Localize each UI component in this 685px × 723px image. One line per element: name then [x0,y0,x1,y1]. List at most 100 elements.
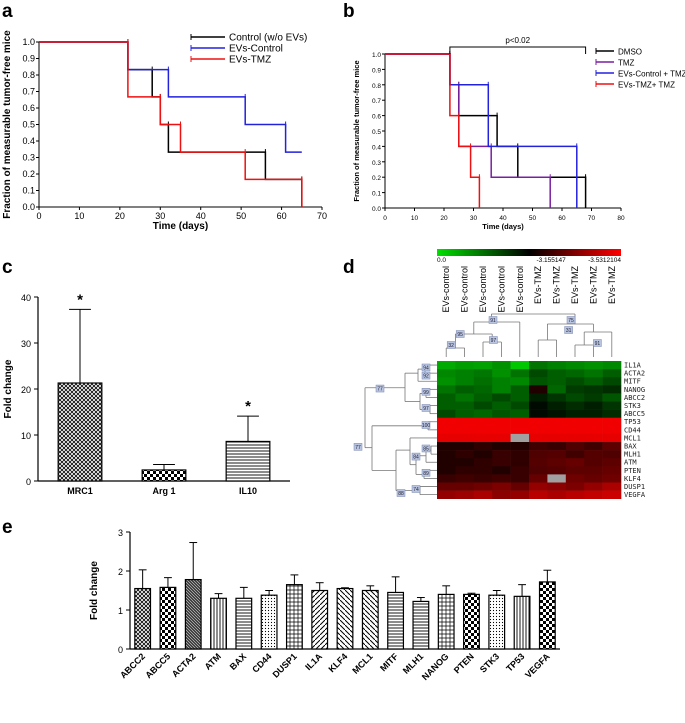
heatmap-cell [602,377,622,386]
category-label: MCL1 [350,651,374,675]
legend-label-3: EVs-TMZ+ TMZ [618,81,675,90]
bar-stk3 [488,594,506,650]
y-tick-label: 0.7 [372,98,381,105]
row-label: PTEN [624,467,641,475]
heatmap-cell [437,377,456,386]
heatmap-cell [584,490,603,499]
bar-arg-1 [141,469,187,482]
dendrogram-node [455,330,465,338]
dendrogram-node [421,421,431,429]
y-tick-label: 2 [118,567,123,577]
dendrogram-node-label: 99 [423,390,429,396]
y-axis-label: Fold change [3,359,14,418]
dendrogram-node-label: 100 [422,423,431,429]
heatmap-cell [547,377,567,386]
category-label: MRC1 [67,486,93,496]
heatmap-cell [510,482,530,491]
y-tick-label: 0 [26,477,31,487]
survival-chart-a: 0 10 20 30 40 50 60 70 0.0 0.1 0.2 0.3 0.4 0.5 0.6 0.7 0… [2,30,327,232]
column-label: EVs-TMZ [607,266,617,304]
heatmap-cell [510,442,530,451]
bar-mlh1 [412,600,430,650]
x-tick-label: 10 [74,211,84,221]
heatmap-cell [455,401,475,410]
heatmap-cell [437,450,456,459]
heatmap-cell [473,466,493,475]
heatmap-cell [547,425,567,435]
heatmap-cell [437,433,456,443]
heatmap-cell [437,425,456,435]
heatmap-cell [565,417,585,427]
heatmap-cell [584,385,603,394]
bar-vegfa [538,581,556,650]
heatmap-cell [437,409,456,418]
heatmap-cell [510,466,530,475]
heatmap-cell [510,401,530,410]
heatmap-cell [529,377,548,386]
heatmap-cell [455,442,475,451]
heatmap-cell [529,433,548,443]
heatmap-cell [602,433,622,443]
heatmap-cell [492,442,511,451]
legend-label-0: DMSO [618,48,642,57]
x-tick-label: 60 [558,215,566,222]
dendrogram-node-label: 94 [423,365,429,371]
heatmap-cell [565,369,585,378]
heatmap-cell [510,385,530,394]
row-label: ATM [624,459,637,467]
dendrogram-node [446,341,456,349]
panel-label-c: c [2,257,13,278]
y-tick-label: 0.1 [22,186,35,196]
heatmap-cell [510,417,530,427]
heatmap-cell [492,490,511,499]
heatmap-cell [492,474,511,483]
column-label: EVs-control [441,266,451,313]
category-label: ATM [203,651,223,671]
column-label: EVs-TMZ [552,266,562,304]
heatmap-cell [584,361,603,370]
heatmap-cell [529,361,548,370]
heatmap-cell [455,385,475,394]
heatmap-cell [565,458,585,467]
dendrogram-node [421,469,431,477]
bar-il1a [311,589,329,650]
y-tick-label: 0.8 [372,83,381,90]
heatmap-cell [602,490,622,499]
series-line-1 [385,53,551,208]
dendrogram-node [488,316,498,324]
heatmap-cell [473,369,493,378]
heatmap-cell [547,369,567,378]
heatmap-cell [584,377,603,386]
heatmap-cell [455,482,475,491]
x-tick-label: 30 [470,215,478,222]
heatmap-cell [602,474,622,483]
series-line-0 [385,53,587,208]
heatmap-cell [584,442,603,451]
x-tick-label: 40 [196,211,206,221]
bar-mcl1 [361,589,379,650]
series-line-3 [385,53,481,208]
y-tick-label: 0.2 [372,175,381,182]
heatmap-cell [455,369,475,378]
heatmap-cell [565,385,585,394]
heatmap-cell [473,401,493,410]
y-tick-label: 0.9 [372,67,381,74]
heatmap-cell [547,409,567,418]
dendrogram-node-label: 32 [448,343,454,349]
heatmap-cell [565,474,585,483]
y-tick-label: 0.7 [22,87,35,97]
y-tick-label: 40 [21,293,31,303]
x-axis-label: Time (days) [482,222,524,231]
dendrogram-node [421,444,431,453]
heatmap-cell [510,361,530,370]
heatmap-cell [473,474,493,483]
legend-label-2: EVs-TMZ [229,55,271,66]
heatmap-cell [602,482,622,491]
category-label: TP53 [504,651,526,673]
category-label: ACTA2 [170,651,198,679]
heatmap-cell [455,490,475,499]
x-tick-label: 20 [440,215,448,222]
dendrogram-node [489,336,498,344]
x-tick-label: 60 [277,211,287,221]
dendrogram-node [421,388,431,396]
